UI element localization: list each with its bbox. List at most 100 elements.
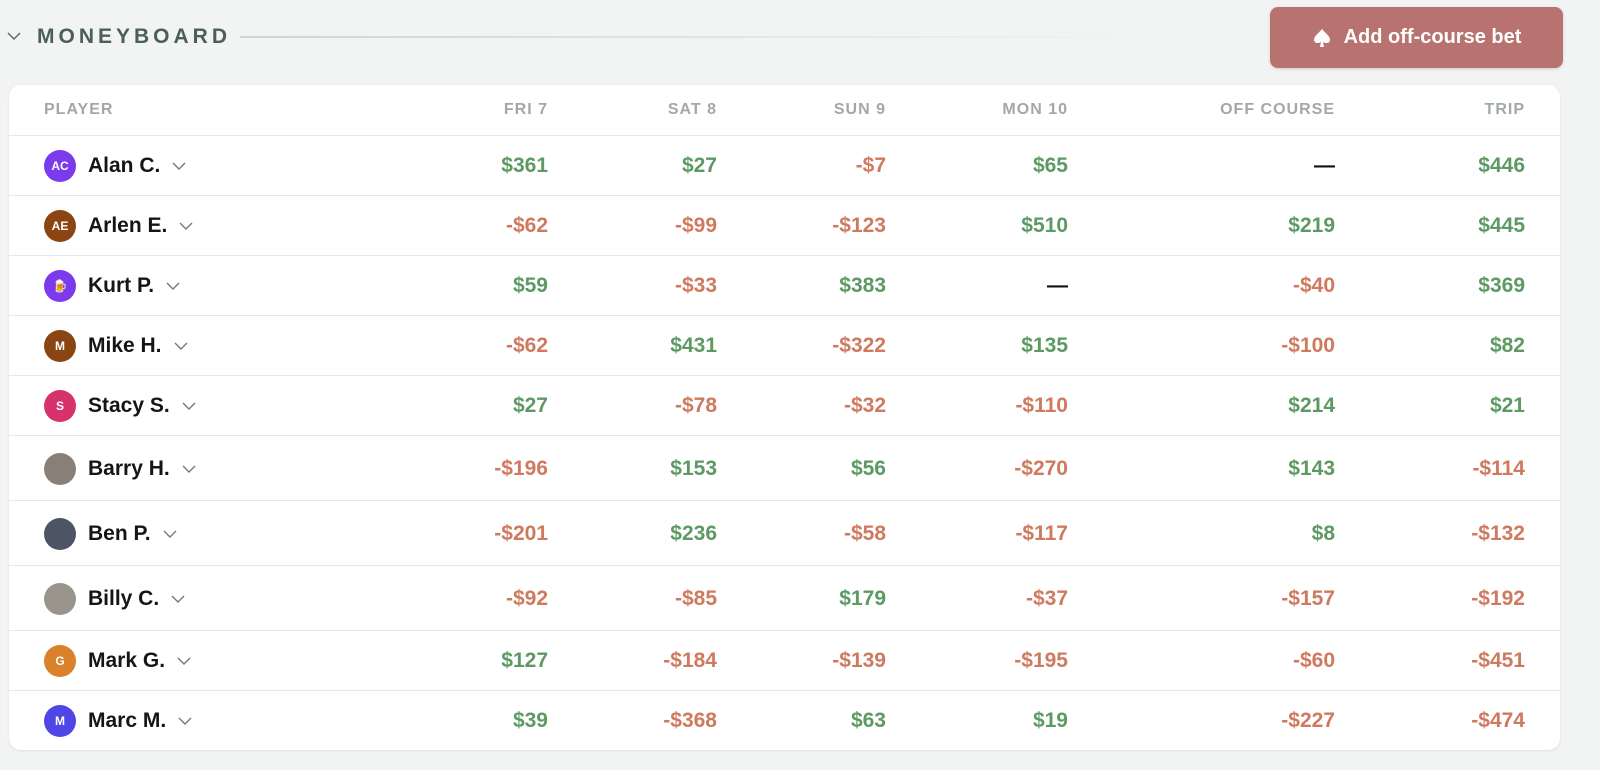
amount-cell: -$62 bbox=[505, 334, 548, 357]
player-name[interactable]: Stacy S. bbox=[88, 394, 196, 418]
amount-cell: $56 bbox=[850, 456, 886, 480]
amount-cell: -$322 bbox=[832, 334, 886, 357]
avatar bbox=[44, 517, 76, 550]
amount-cell: -$78 bbox=[674, 394, 717, 417]
amount-cell: -$123 bbox=[832, 214, 886, 237]
amount-cell: -$227 bbox=[1281, 709, 1335, 732]
amount-cell: -$85 bbox=[674, 586, 717, 610]
player-name[interactable]: Kurt P. bbox=[88, 274, 180, 298]
avatar bbox=[44, 582, 76, 615]
expand-chevron[interactable] bbox=[182, 401, 196, 411]
amount-cell: $153 bbox=[670, 456, 717, 480]
avatar: 🍺 bbox=[44, 270, 76, 302]
amount-cell: $214 bbox=[1288, 394, 1335, 417]
expand-chevron[interactable] bbox=[178, 716, 192, 726]
expand-chevron[interactable] bbox=[174, 341, 188, 351]
amount-cell: -$474 bbox=[1471, 709, 1525, 732]
column-header: MON 10 bbox=[1002, 101, 1068, 118]
amount-cell: $510 bbox=[1021, 214, 1068, 237]
player-row: Billy C. -$92 -$85 $179 -$37 -$157 -$192 bbox=[9, 565, 1560, 631]
amount-cell: $143 bbox=[1288, 456, 1335, 480]
amount-cell: $219 bbox=[1288, 214, 1335, 237]
amount-cell: $27 bbox=[681, 154, 717, 177]
collapse-chevron[interactable] bbox=[6, 30, 22, 42]
amount-cell: $446 bbox=[1478, 154, 1525, 177]
avatar: AE bbox=[44, 210, 76, 242]
player-name[interactable]: Ben P. bbox=[88, 522, 177, 546]
amount-cell: — bbox=[1314, 154, 1335, 177]
expand-chevron[interactable] bbox=[163, 529, 177, 539]
amount-cell: -$451 bbox=[1471, 649, 1525, 672]
spade-icon bbox=[1313, 28, 1330, 47]
player-name[interactable]: Alan C. bbox=[88, 154, 186, 178]
amount-cell: $82 bbox=[1489, 334, 1525, 357]
section-title: MONEYBOARD bbox=[37, 25, 232, 48]
amount-cell: — bbox=[1047, 274, 1068, 297]
avatar: AC bbox=[44, 150, 76, 182]
amount-cell: $369 bbox=[1478, 274, 1525, 297]
player-row: G Mark G. $127 -$184 -$139 -$195 -$60 -$451 bbox=[9, 630, 1560, 691]
column-header: SUN 9 bbox=[833, 101, 886, 118]
amount-cell: -$58 bbox=[843, 521, 886, 545]
expand-chevron[interactable] bbox=[177, 656, 191, 666]
player-name[interactable]: Arlen E. bbox=[88, 214, 193, 238]
amount-cell: $8 bbox=[1311, 521, 1335, 545]
amount-cell: $21 bbox=[1489, 394, 1525, 417]
player-name[interactable]: Barry H. bbox=[88, 457, 196, 481]
column-header: PLAYER bbox=[44, 101, 114, 118]
amount-cell: $65 bbox=[1032, 154, 1068, 177]
amount-cell: -$40 bbox=[1292, 274, 1335, 297]
amount-cell: -$33 bbox=[674, 274, 717, 297]
amount-cell: -$139 bbox=[832, 649, 886, 672]
amount-cell: -$114 bbox=[1472, 456, 1525, 480]
amount-cell: -$270 bbox=[1014, 456, 1068, 480]
amount-cell: $63 bbox=[850, 709, 886, 732]
amount-cell: $19 bbox=[1032, 709, 1068, 732]
avatar: M bbox=[44, 705, 76, 737]
amount-cell: -$60 bbox=[1292, 649, 1335, 672]
amount-cell: -$184 bbox=[663, 649, 717, 672]
add-bet-button[interactable]: Add off-course bet bbox=[1270, 7, 1563, 68]
player-row: 🍺 Kurt P. $59 -$33 $383 — -$40 $369 bbox=[9, 255, 1560, 316]
amount-cell: -$368 bbox=[663, 709, 717, 732]
amount-cell: $27 bbox=[512, 394, 548, 417]
amount-cell: $39 bbox=[512, 709, 548, 732]
player-name[interactable]: Mike H. bbox=[88, 334, 188, 358]
player-row: AE Arlen E. -$62 -$99 -$123 $510 $219 $445 bbox=[9, 195, 1560, 256]
amount-cell: -$92 bbox=[505, 586, 548, 610]
button-label: Add off-course bet bbox=[1343, 26, 1522, 48]
player-row: Barry H. -$196 $153 $56 -$270 $143 -$114 bbox=[9, 435, 1560, 501]
amount-cell: -$196 bbox=[494, 456, 548, 480]
amount-cell: -$100 bbox=[1281, 334, 1335, 357]
player-name[interactable]: Billy C. bbox=[88, 587, 185, 611]
amount-cell: $135 bbox=[1021, 334, 1068, 357]
amount-cell: -$117 bbox=[1015, 521, 1068, 545]
expand-chevron[interactable] bbox=[172, 161, 186, 171]
player-name[interactable]: Mark G. bbox=[88, 649, 191, 673]
expand-chevron[interactable] bbox=[171, 594, 185, 604]
amount-cell: $236 bbox=[670, 521, 717, 545]
amount-cell: -$99 bbox=[674, 214, 717, 237]
amount-cell: -$62 bbox=[505, 214, 548, 237]
expand-chevron[interactable] bbox=[182, 464, 196, 474]
amount-cell: -$157 bbox=[1281, 586, 1335, 610]
amount-cell: $59 bbox=[512, 274, 548, 297]
amount-cell: -$195 bbox=[1014, 649, 1068, 672]
amount-cell: -$201 bbox=[494, 521, 548, 545]
expand-chevron[interactable] bbox=[179, 221, 193, 231]
player-name[interactable]: Marc M. bbox=[88, 709, 192, 733]
amount-cell: -$192 bbox=[1471, 586, 1525, 610]
amount-cell: $127 bbox=[501, 649, 548, 672]
amount-cell: -$37 bbox=[1025, 586, 1068, 610]
expand-chevron[interactable] bbox=[166, 281, 180, 291]
divider bbox=[240, 36, 1160, 38]
avatar: S bbox=[44, 390, 76, 422]
amount-cell: -$32 bbox=[843, 394, 886, 417]
amount-cell: -$132 bbox=[1471, 521, 1525, 545]
player-row: M Mike H. -$62 $431 -$322 $135 -$100 $82 bbox=[9, 315, 1560, 376]
amount-cell: $431 bbox=[670, 334, 717, 357]
amount-cell: $383 bbox=[839, 274, 886, 297]
player-row: Ben P. -$201 $236 -$58 -$117 $8 -$132 bbox=[9, 500, 1560, 566]
column-header: OFF COURSE bbox=[1220, 101, 1335, 118]
